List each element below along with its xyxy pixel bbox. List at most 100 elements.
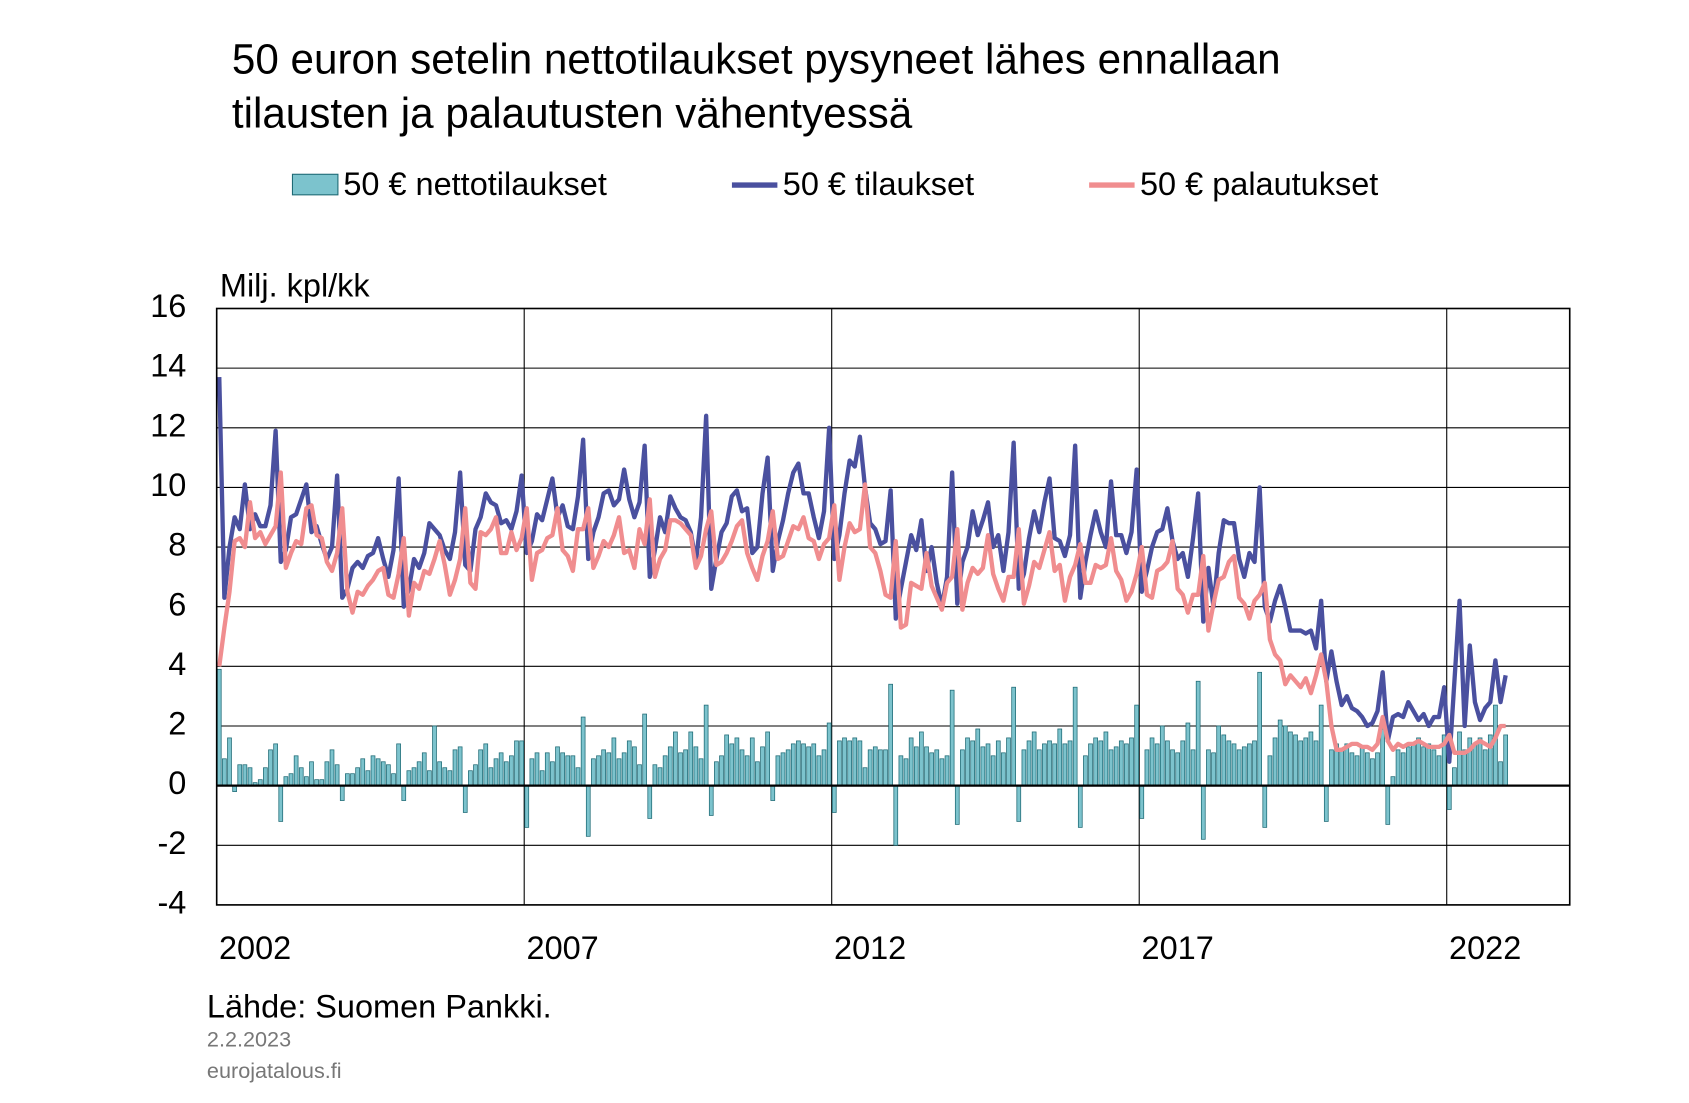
- bar: [360, 758, 366, 787]
- line-series: [217, 377, 1508, 764]
- x-tick-label: 2022: [1449, 930, 1521, 966]
- bar: [708, 785, 714, 816]
- bar: [468, 770, 473, 787]
- line-series: [217, 470, 1506, 755]
- bar: [355, 767, 360, 787]
- bar: [1385, 785, 1391, 825]
- bar: [796, 740, 801, 787]
- bar: [1211, 752, 1216, 787]
- bar: [1349, 752, 1355, 787]
- bar: [473, 764, 478, 787]
- lines: [217, 377, 1508, 764]
- bar: [1077, 785, 1083, 828]
- bar: [427, 770, 432, 787]
- bar: [965, 737, 970, 787]
- bar: [1170, 749, 1175, 787]
- y-tick-label: 0: [168, 765, 186, 801]
- bar: [893, 785, 899, 846]
- bar: [1370, 758, 1375, 787]
- bar: [724, 734, 729, 787]
- bar: [1267, 755, 1273, 787]
- bar: [642, 713, 647, 787]
- bar: [1206, 749, 1211, 787]
- bar: [447, 770, 453, 787]
- bar: [1405, 746, 1411, 787]
- bar: [544, 752, 550, 787]
- bar: [309, 761, 314, 787]
- bar: [1493, 704, 1498, 787]
- bar: [1426, 743, 1432, 787]
- bar: [1026, 740, 1032, 787]
- bar: [503, 761, 509, 787]
- bar: [683, 749, 688, 787]
- bar: [1175, 752, 1180, 787]
- bar: [806, 746, 811, 787]
- bar: [1200, 785, 1206, 840]
- bar: [247, 767, 253, 787]
- bar: [770, 785, 776, 801]
- bar: [1452, 767, 1457, 787]
- bar: [1047, 740, 1052, 787]
- bar: [1134, 704, 1139, 787]
- bar: [457, 746, 463, 787]
- bar: [739, 749, 745, 787]
- bar: [283, 776, 289, 787]
- bar: [714, 761, 719, 787]
- axes: -4 -2 0 2 4 6 8 10 12 14 16 2002 2007 2012 2017 2022: [150, 288, 1571, 966]
- bar: [1323, 785, 1329, 822]
- bar: [1149, 737, 1155, 787]
- bar: [1436, 755, 1442, 787]
- bar: [1036, 749, 1042, 787]
- bar: [488, 767, 494, 787]
- bar: [1247, 743, 1252, 787]
- bar: [673, 731, 678, 787]
- bar: [1431, 749, 1437, 787]
- bar: [1293, 734, 1298, 787]
- bar: [509, 755, 514, 787]
- bar: [519, 740, 524, 787]
- bar: [1216, 725, 1221, 787]
- bar: [263, 767, 268, 787]
- bar: [1154, 743, 1160, 787]
- bar: [550, 761, 555, 787]
- bar: [273, 743, 278, 787]
- bar: [1364, 752, 1370, 787]
- bar: [960, 749, 965, 787]
- bar: [1103, 731, 1109, 787]
- bar: [575, 767, 581, 787]
- bar: [478, 749, 483, 787]
- bar: [1329, 749, 1334, 787]
- bar: [908, 737, 914, 787]
- bar: [1001, 752, 1006, 787]
- bar: [1118, 740, 1124, 787]
- bar: [1262, 785, 1268, 828]
- bar: [565, 755, 571, 787]
- chart-title: 50 euron setelin nettotilaukset pysyneet…: [232, 36, 1281, 83]
- bar: [483, 743, 489, 787]
- bar: [1375, 752, 1380, 787]
- bar: [667, 746, 673, 787]
- bar: [1272, 737, 1278, 787]
- bar: [1016, 785, 1022, 822]
- bar: [903, 758, 909, 787]
- bar: [1477, 737, 1483, 787]
- bar: [396, 743, 401, 787]
- bar: [391, 773, 396, 787]
- bar: [1195, 680, 1201, 787]
- bar: [898, 755, 904, 787]
- bar: [216, 668, 222, 787]
- legend: 50 € nettotilaukset 50 € tilaukset 50 € pa…: [291, 166, 1378, 202]
- bar: [237, 764, 243, 787]
- bar: [826, 722, 832, 787]
- bar: [888, 683, 893, 787]
- y-axis-label: Milj. kpl/kk: [220, 268, 370, 304]
- bar: [790, 743, 796, 787]
- bar: [1006, 737, 1011, 787]
- bar: [534, 752, 540, 787]
- bar: [1503, 734, 1508, 787]
- bar: [304, 776, 309, 787]
- bar: [293, 755, 299, 787]
- bar: [1339, 749, 1344, 787]
- bar: [421, 752, 427, 787]
